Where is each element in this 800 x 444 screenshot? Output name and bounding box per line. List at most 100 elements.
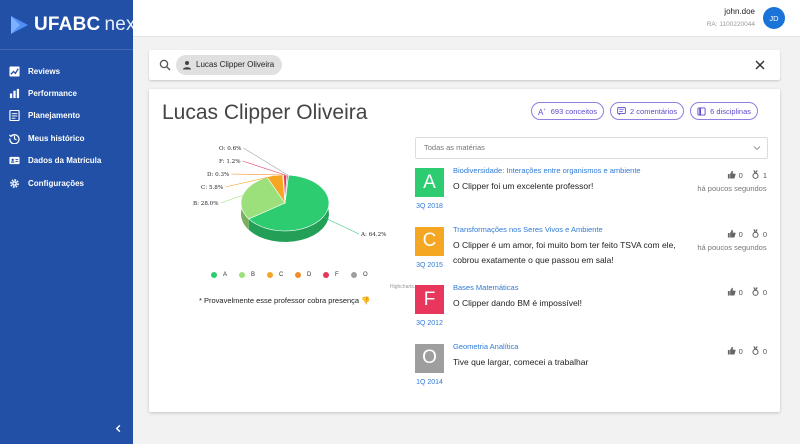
app-logo[interactable]: UFABC next	[0, 0, 141, 50]
search-chip-label: Lucas Clipper Oliveira	[196, 60, 275, 69]
bar-chart-icon	[9, 88, 20, 99]
recommend-button[interactable]: 1	[751, 170, 767, 181]
pie-label-c: C: 5.8%	[201, 185, 223, 191]
like-button[interactable]: 0	[727, 346, 743, 357]
pie-connector-a	[322, 216, 360, 235]
grade-badge: F	[415, 285, 444, 314]
close-icon[interactable]	[754, 59, 766, 71]
sidebar-item-label: Meus histórico	[28, 133, 85, 143]
pie-slice-side-a	[248, 175, 329, 242]
recommend-count: 0	[762, 288, 767, 297]
sidebar-item-label: Reviews	[28, 66, 61, 76]
logo-text: UFABC next	[34, 13, 142, 35]
comment-item: F 3Q 2012 Bases Matemáticas O Clipper dando…	[415, 283, 773, 344]
pie-slice-a[interactable]	[248, 174, 330, 232]
medal-icon	[751, 287, 760, 298]
comment-subject-link[interactable]: Bases Matemáticas	[453, 283, 519, 292]
sidebar-item-label: Planejamento	[28, 111, 81, 121]
thumbs-up-icon	[727, 229, 736, 240]
comment-text: Tive que largar, comecei a trabalhar	[453, 356, 589, 367]
chevron-left-icon	[115, 424, 121, 433]
sidebar-item-reviews[interactable]: Reviews	[0, 60, 133, 82]
comment-season: 1Q 2014	[416, 378, 443, 386]
pie-label-a: A: 64.2%	[360, 232, 386, 238]
pie-connector-f	[242, 160, 286, 176]
grades-pie-chart: A: 64.2% B: 28.0% C: 5.8% D: 0.3% F: 1.2% O: …	[193, 146, 386, 242]
sidebar-item-label: Configurações	[28, 178, 85, 188]
search-icon	[159, 59, 171, 71]
teacher-card: Lucas Clipper Oliveira A + 693 conceitos …	[149, 89, 780, 412]
chart-line-icon	[9, 66, 20, 77]
like-button[interactable]: 0	[727, 170, 743, 181]
book-icon	[697, 106, 706, 116]
pie-connector-c	[225, 175, 275, 188]
search-bar[interactable]: Lucas Clipper Oliveira	[149, 50, 780, 80]
like-button[interactable]: 0	[727, 287, 743, 298]
sidebar-item-matricula[interactable]: Dados da Matrícula	[0, 150, 133, 172]
chart-credit: Highcharts.com	[390, 284, 425, 290]
subject-filter-select[interactable]: Todas as matérias	[415, 137, 768, 159]
legend-label: B	[251, 272, 256, 278]
legend-item-d[interactable]: D	[295, 272, 323, 278]
comment-item: O 1Q 2014 Geometria Analítica Tive que larg…	[415, 341, 773, 403]
gear-icon	[9, 178, 20, 189]
comment-subject-link[interactable]: Geometria Analítica	[453, 341, 519, 351]
comment-text: O Clipper foi um excelente professor!	[453, 181, 594, 191]
grade-badge: O	[415, 343, 444, 373]
like-count: 0	[738, 288, 743, 297]
like-button[interactable]: 0	[727, 229, 743, 240]
logo-icon	[8, 14, 30, 36]
medal-icon	[751, 228, 760, 240]
pie-label-o: O: 0.6%	[219, 146, 241, 152]
person-icon	[183, 61, 191, 70]
recommend-button[interactable]: 0	[751, 228, 767, 240]
legend-label: O	[363, 272, 368, 278]
sidebar-item-historico[interactable]: Meus histórico	[0, 127, 133, 149]
comment-item: C 3Q 2015 Transformações nos Seres Vivos e…	[415, 224, 773, 286]
id-card-icon	[9, 155, 20, 166]
avatar[interactable]: JD	[763, 7, 785, 29]
legend-item-c[interactable]: C	[267, 272, 295, 278]
comment-time: há poucos segundos	[697, 242, 767, 252]
comments-list: A 3Q 2018 Biodiversidade: Interações entre…	[415, 166, 773, 403]
legend-label: A	[223, 272, 228, 278]
search-chip[interactable]: Lucas Clipper Oliveira	[176, 55, 283, 75]
comment-season: 3Q 2018	[416, 203, 443, 210]
pie-connector-d	[231, 173, 284, 176]
comment-icon	[617, 106, 626, 116]
comments-badge[interactable]: 2 comentários	[610, 102, 685, 120]
comment-subject-link[interactable]: Transformações nos Seres Vivos e Ambient…	[453, 224, 603, 234]
disciplines-badge[interactable]: 6 disciplinas	[690, 102, 758, 120]
like-count: 0	[738, 171, 743, 180]
comment-item: A 3Q 2018 Biodiversidade: Interações entre…	[415, 166, 773, 227]
legend-item-f[interactable]: F	[323, 272, 351, 278]
legend-item-b[interactable]: B	[239, 272, 267, 278]
pie-label-b: B: 28.0%	[193, 201, 219, 207]
username: john.doe	[724, 7, 755, 16]
recommend-button[interactable]: 0	[751, 345, 767, 357]
collapse-sidebar-button[interactable]	[114, 422, 123, 436]
sidebar-item-performance[interactable]: Performance	[0, 82, 133, 104]
grade-plus-icon: A +	[538, 107, 546, 116]
concepts-badge[interactable]: A + 693 conceitos	[530, 102, 605, 120]
legend-item-o[interactable]: O	[351, 272, 379, 278]
concepts-count: 693 conceitos	[550, 106, 598, 116]
sidebar-item-label: Dados da Matrícula	[28, 156, 102, 166]
svg-text:+: +	[543, 107, 546, 112]
thumbs-up-icon	[727, 287, 736, 298]
recommend-count: 0	[762, 229, 767, 239]
thumbs-up-icon	[727, 170, 736, 181]
legend-item-a[interactable]: A	[211, 272, 239, 278]
comment-subject-link[interactable]: Biodiversidade: Interações entre organis…	[453, 166, 641, 175]
pie-slice-f[interactable]	[283, 174, 288, 204]
svg-text:A: A	[538, 108, 544, 116]
legend-label: F	[335, 272, 339, 278]
page-title: Lucas Clipper Oliveira	[162, 101, 368, 124]
recommend-button[interactable]: 0	[751, 287, 767, 298]
sidebar-item-planejamento[interactable]: Planejamento	[0, 105, 133, 127]
legend-label: D	[307, 272, 312, 278]
sidebar-item-configuracoes[interactable]: Configurações	[0, 172, 133, 194]
subject-filter-value: Todas as matérias	[424, 143, 485, 152]
